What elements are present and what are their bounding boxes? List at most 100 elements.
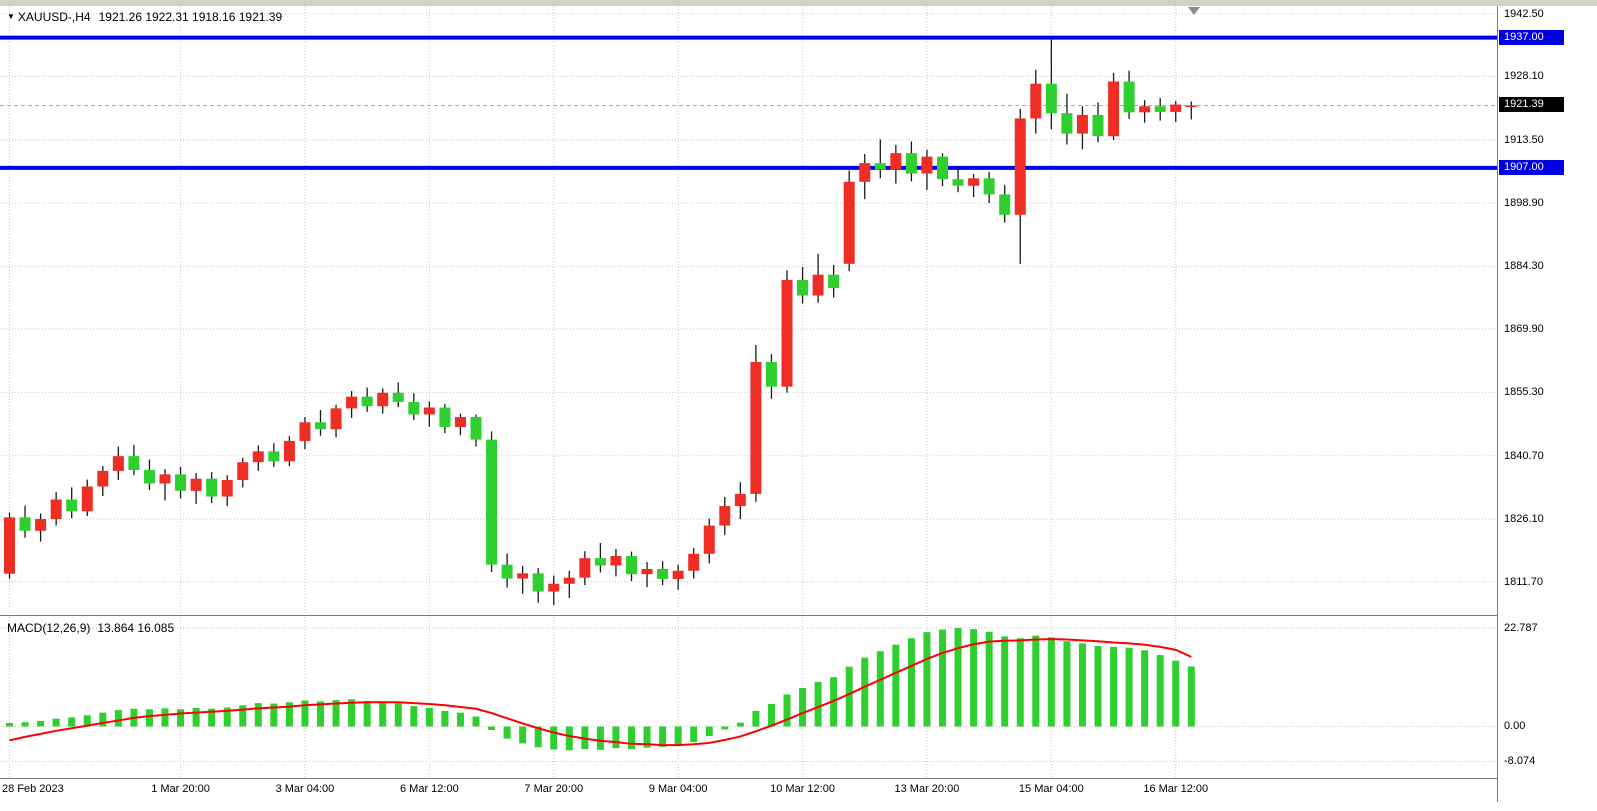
time-tick-label: 3 Mar 04:00 <box>275 783 335 795</box>
candle <box>1076 114 1088 134</box>
time-tick-label: 7 Mar 20:00 <box>524 783 584 795</box>
candle <box>206 478 218 497</box>
candle <box>781 279 793 387</box>
macd-chart <box>0 617 1497 778</box>
candle <box>439 407 451 428</box>
candle <box>112 456 124 471</box>
symbol-dropdown-icon[interactable]: ▼ <box>7 12 15 21</box>
candle <box>501 564 513 579</box>
candle <box>1123 81 1135 113</box>
candle <box>423 407 435 415</box>
candle <box>50 499 62 520</box>
candle <box>81 486 93 512</box>
current-price-label: 1921.39 <box>1499 97 1564 113</box>
candle <box>1170 104 1182 112</box>
candle <box>1185 105 1197 107</box>
candle <box>812 274 824 296</box>
time-tick-label: 1 Mar 20:00 <box>151 783 210 795</box>
candle <box>299 422 311 441</box>
candle <box>4 517 15 574</box>
candle <box>1108 81 1120 137</box>
macd-panel[interactable]: MACD(12,26,9) 13.864 16.085 <box>0 617 1497 779</box>
candle <box>610 555 622 566</box>
price-tick-label: 1913.50 <box>1504 133 1544 146</box>
price-tick-label: 1855.30 <box>1504 386 1544 399</box>
candle <box>1030 83 1042 119</box>
candle <box>252 451 264 463</box>
candle <box>999 194 1011 215</box>
candle <box>641 568 653 575</box>
price-tick-label: 1928.10 <box>1504 70 1544 83</box>
price-tick-label: 1840.70 <box>1504 449 1544 462</box>
chart-shift-marker-icon[interactable] <box>1188 7 1200 15</box>
level-price-label: 1907.00 <box>1499 159 1564 175</box>
candle <box>921 156 933 174</box>
ohlc-readout: 1921.26 1922.31 1918.16 1921.39 <box>98 10 283 24</box>
price-tick-label: 1826.10 <box>1504 513 1544 526</box>
candle <box>377 392 389 407</box>
time-tick-label: 15 Mar 04:00 <box>1018 783 1084 795</box>
time-axis[interactable]: 28 Feb 2023 1 Mar 20:00 3 Mar 04:00 6 Mar 1… <box>0 779 1497 801</box>
candle <box>330 408 342 430</box>
price-tick-label: 1898.90 <box>1504 197 1544 210</box>
candle <box>983 178 995 195</box>
candle <box>128 456 140 471</box>
candle <box>1045 83 1057 114</box>
candle <box>190 478 202 491</box>
candle <box>66 499 78 512</box>
candle <box>1092 114 1104 137</box>
price-tick-label: 1942.50 <box>1504 7 1544 20</box>
time-tick-label: 13 Mar 20:00 <box>894 783 960 795</box>
candle <box>672 570 684 579</box>
candle <box>1154 106 1166 112</box>
candle <box>905 153 917 174</box>
price-tick-label: 1869.90 <box>1504 322 1544 335</box>
candle <box>548 583 560 592</box>
candle <box>937 156 948 180</box>
candle <box>517 573 529 579</box>
price-axis[interactable]: 1942.50 1928.10 1913.50 1898.90 1884.30 1869.… <box>1497 6 1597 802</box>
candle <box>97 470 109 487</box>
candle <box>843 181 855 264</box>
candle <box>765 361 777 387</box>
candle <box>688 553 700 571</box>
indicator-values: 13.864 16.085 <box>97 621 175 635</box>
candle <box>361 396 373 407</box>
candle <box>19 517 31 531</box>
price-tick-label: 1884.30 <box>1504 260 1544 273</box>
time-tick-label: 6 Mar 12:00 <box>399 783 459 795</box>
candle <box>268 451 280 462</box>
candle <box>470 417 482 440</box>
candle <box>392 392 404 402</box>
candle <box>734 493 746 507</box>
main-grid-layer <box>0 6 1497 615</box>
candle <box>579 558 591 578</box>
candle <box>159 474 171 484</box>
candle <box>346 396 358 409</box>
macd-tick-label: 22.787 <box>1504 621 1538 634</box>
macd-signal-line <box>9 638 1192 747</box>
candle <box>626 555 637 575</box>
macd-histogram <box>6 627 1195 751</box>
main-chart[interactable]: ▼ XAUUSD-,H4 1921.26 1922.31 1918.16 1921.… <box>0 6 1497 616</box>
indicator-label: MACD(12,26,9) <box>7 621 91 635</box>
candle <box>486 439 498 565</box>
candle <box>968 178 980 186</box>
candle <box>532 573 544 592</box>
candle <box>874 163 886 170</box>
candle <box>175 474 187 491</box>
time-tick-label: 28 Feb 2023 <box>2 783 64 795</box>
candle <box>750 361 762 494</box>
candle <box>719 506 731 526</box>
candle <box>35 519 47 531</box>
candle <box>703 525 715 554</box>
candle <box>859 163 871 182</box>
candle <box>315 422 326 430</box>
candle <box>237 462 249 481</box>
candle <box>952 179 964 186</box>
time-tick-label: 10 Mar 12:00 <box>770 783 835 795</box>
candlestick-chart <box>0 6 1497 615</box>
candle <box>1014 118 1026 215</box>
macd-tick-label: -8.074 <box>1504 755 1536 768</box>
